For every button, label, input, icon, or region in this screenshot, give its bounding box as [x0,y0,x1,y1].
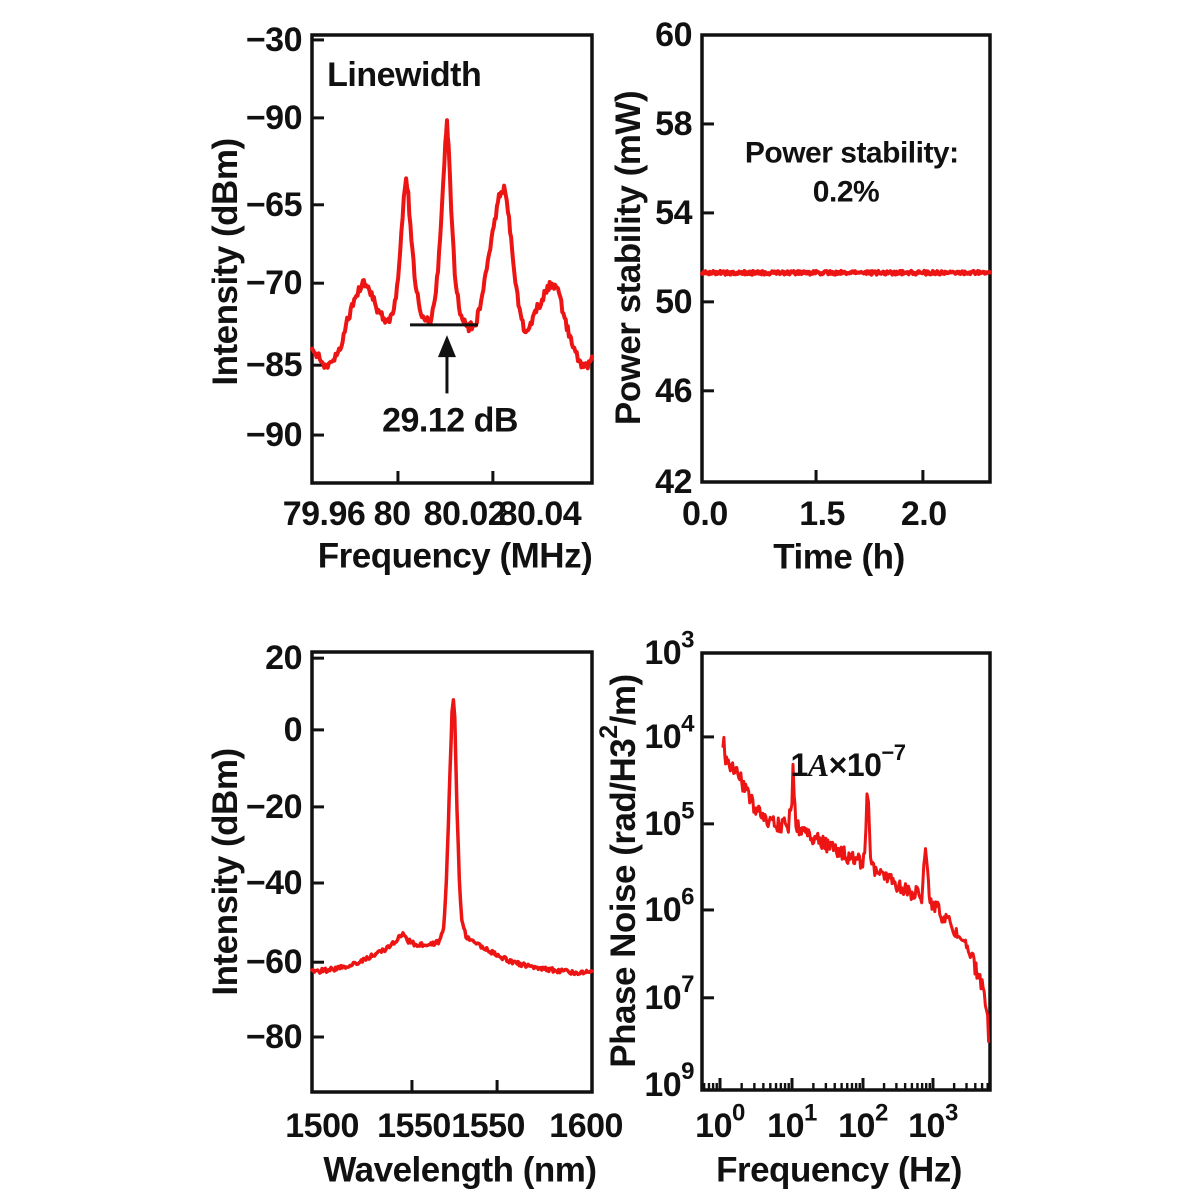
y-tick-label: 50 [655,283,692,321]
y-tick-label: −80 [246,1018,302,1056]
x-axis-label: Time (h) [773,538,904,577]
plot-frame [700,33,992,484]
annotation-text: Linewidth [327,56,481,94]
x-tick-label: 1500 [285,1107,359,1145]
plot-frame [310,33,594,485]
x-tick-label: 101 [767,1099,817,1145]
x-tick-label: 2.0 [901,495,947,533]
y-tick-label: 0 [284,711,302,749]
y-tick-label: 42 [655,463,692,501]
x-tick-label: 79.96 [283,495,366,533]
x-tick-label: 1.5 [799,495,845,533]
y-tick-label: 46 [655,372,692,410]
y-tick-label: −90 [246,416,302,454]
y-tick-label: 104 [644,710,695,756]
y-axis-label: Intensity (dBm) [206,138,245,385]
panel-optical-spectrum: 20 0 −20 −40 −60 −80 1500 1550 1550 1600 Wavelengt… [206,639,624,1190]
y-tick-label: −20 [246,788,302,826]
y-tick-label: −40 [246,864,302,902]
y-tick-label: 60 [655,16,692,54]
x-tick-label: 100 [695,1099,745,1145]
y-tick-label: 103 [644,626,694,672]
y-tick-label: 109 [644,1058,694,1104]
y-tick-label: −60 [246,943,302,981]
annotation-text: 0.2% [813,175,879,208]
plot-frame [310,650,594,1094]
data-trace [310,698,594,977]
x-axis-label: Frequency (MHz) [318,537,592,576]
y-axis-label: Intensity (dBm) [206,748,245,995]
x-tick-label: 1550 [451,1107,525,1145]
y-tick-label: 106 [644,883,694,929]
annotation-text: Power stability: [745,137,959,170]
x-tick-label: 1600 [549,1107,623,1145]
data-trace [700,268,992,277]
y-tick-label: 107 [644,971,694,1017]
y-tick-label: 58 [655,105,692,143]
y-tick-label: 54 [655,194,692,232]
y-axis-label: Phase Noise (rad/H32/m) [595,674,643,1067]
annotation-text: 1A×10−7 [791,740,906,783]
x-tick-label: 103 [908,1099,958,1145]
x-tick-label: 102 [838,1099,888,1145]
y-tick-label: −90 [246,99,302,137]
y-tick-label: −70 [246,264,302,302]
x-tick-label: 0.0 [682,495,728,533]
annotation-text: 29.12 dB [382,401,518,439]
x-tick-label: 80.02 [424,495,507,533]
x-tick-label: 80.04 [499,495,582,533]
x-axis-label: Frequency (Hz) [716,1151,962,1190]
data-trace [721,735,991,1043]
y-tick-label: −30 [246,21,302,59]
annotation-arrowhead-icon [437,335,456,358]
x-tick-label: 1550 [377,1107,451,1145]
y-tick-label: −85 [246,346,302,384]
y-tick-label: 105 [644,797,694,843]
x-axis-label: Wavelength (nm) [323,1151,596,1190]
plot-frame [700,651,992,1092]
data-trace [310,118,594,371]
panel-power-stability: 60 58 54 50 46 420.0 1.5 2.0 Time (h) Power stabi… [609,16,992,577]
y-tick-label: −65 [246,186,302,224]
y-tick-label: 20 [265,639,302,677]
y-axis-label: Power stability (mW) [609,91,648,425]
x-tick-label: 80 [374,495,411,533]
